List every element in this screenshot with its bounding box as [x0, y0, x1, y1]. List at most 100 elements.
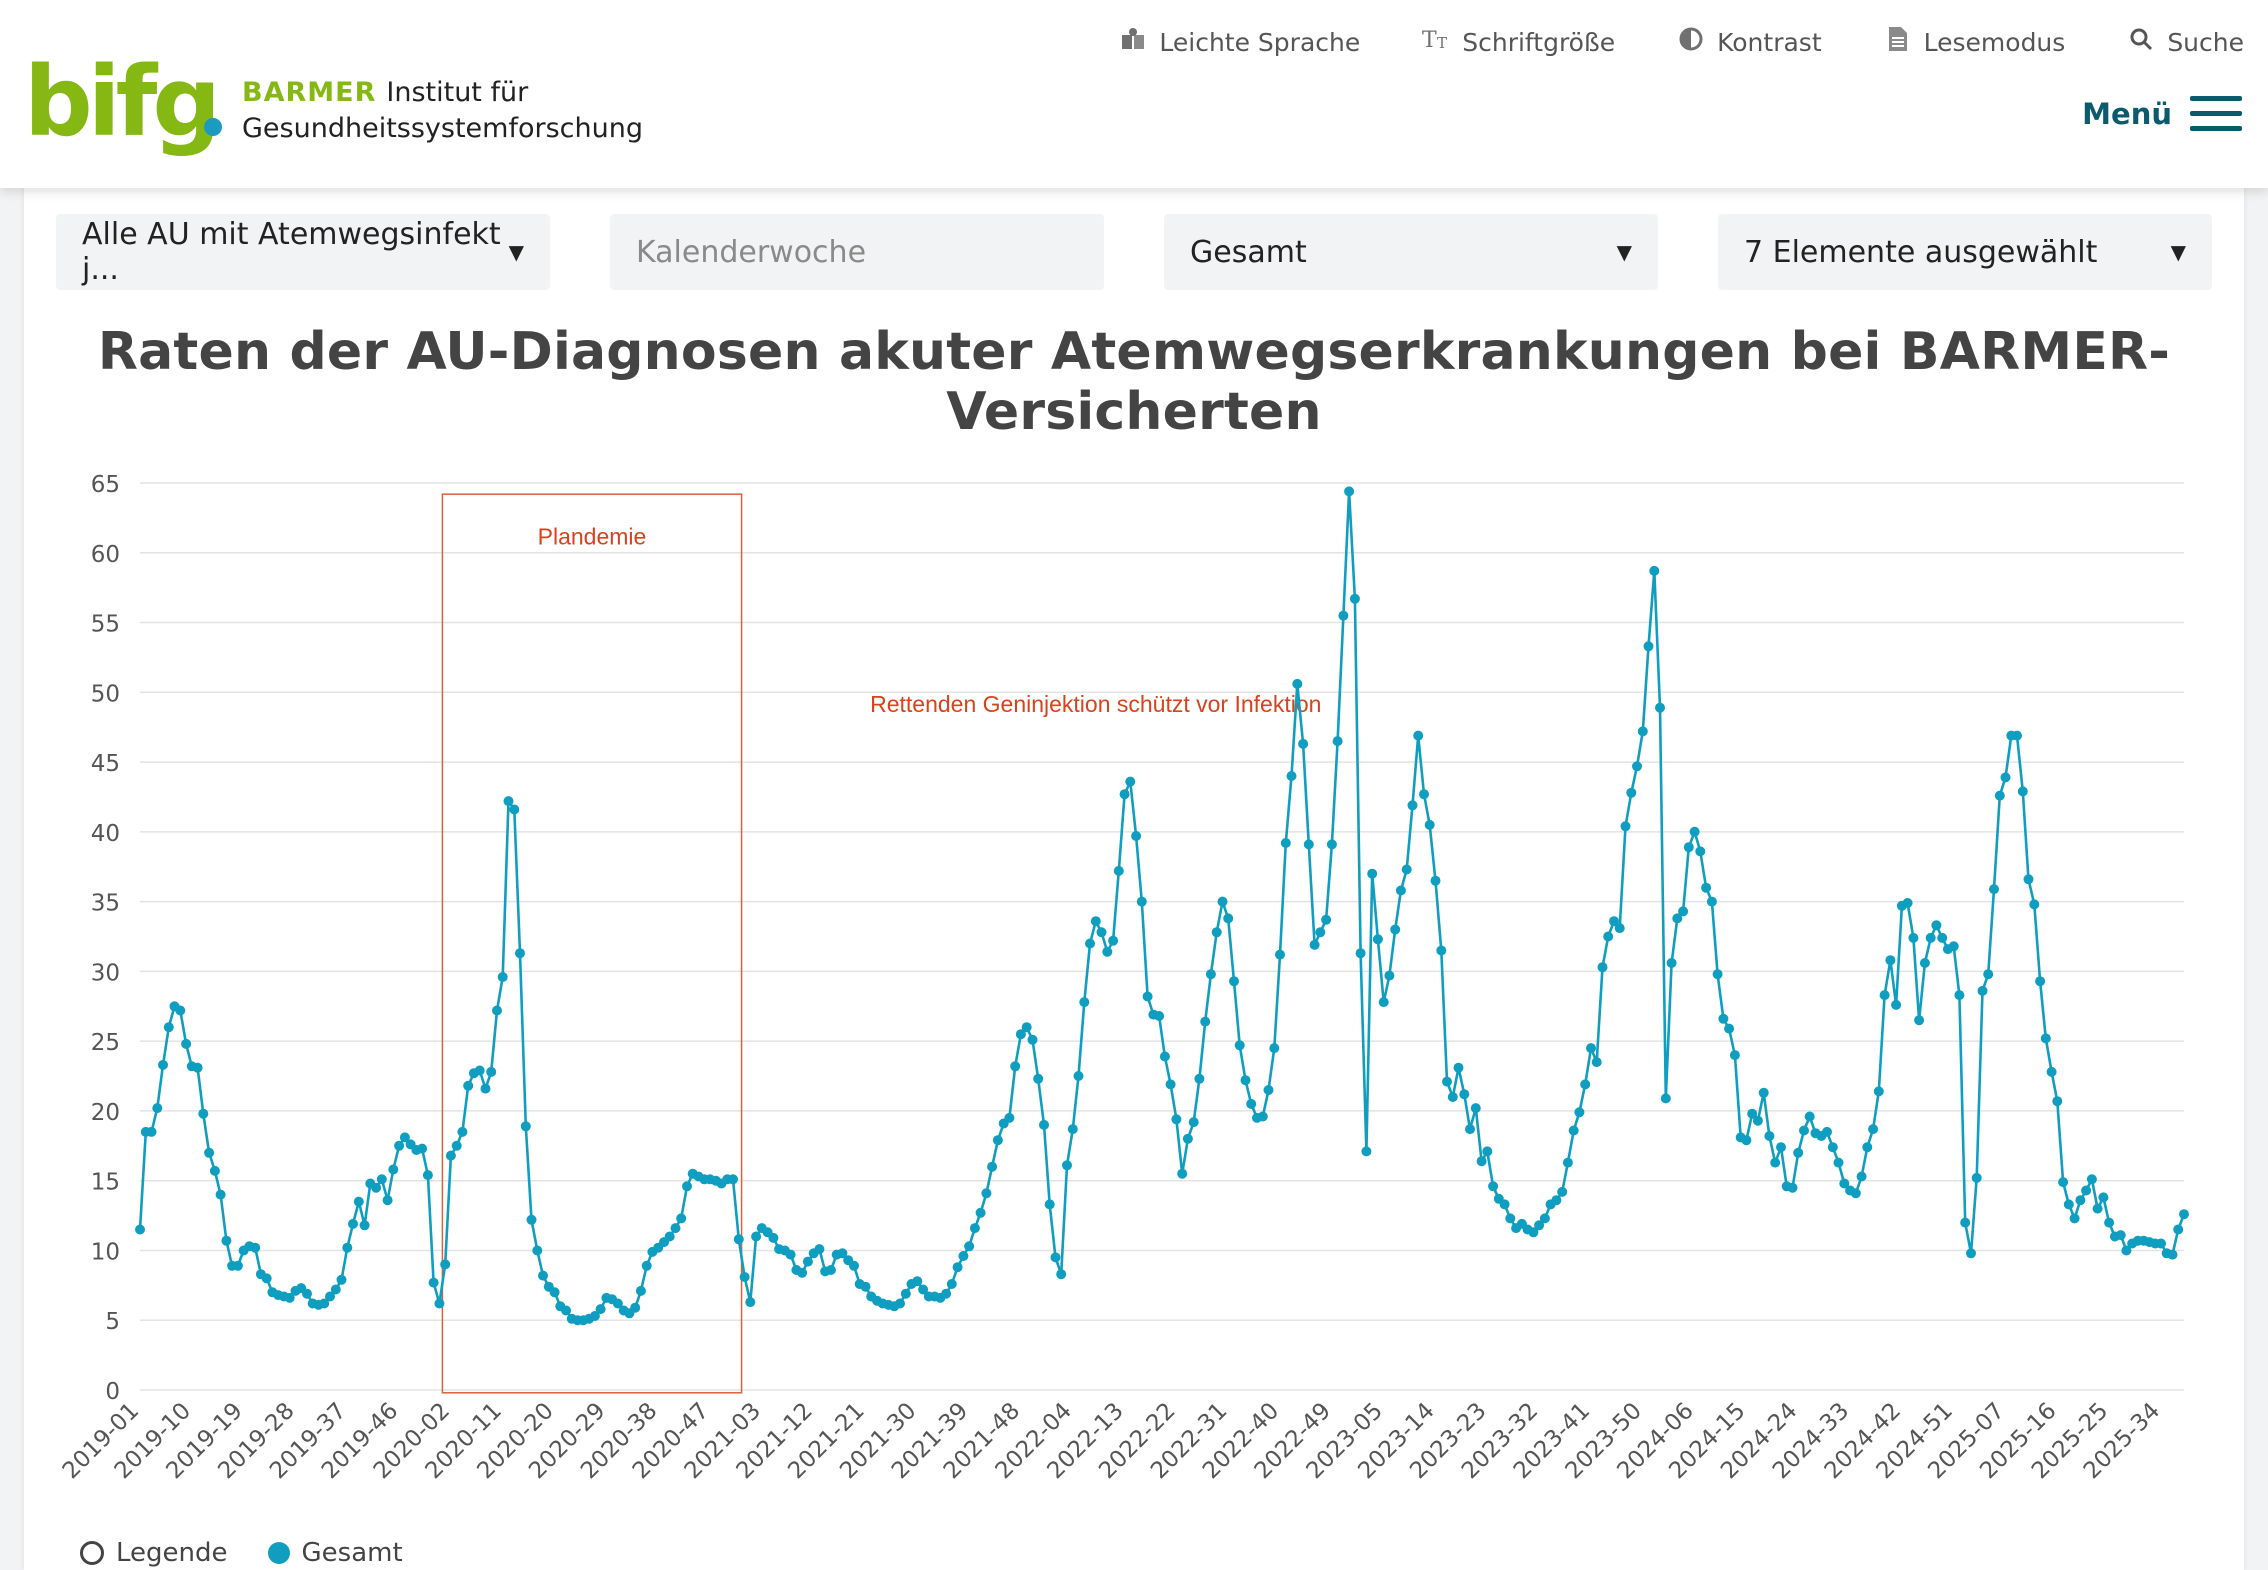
- data-point: [302, 1288, 312, 1299]
- data-point: [2052, 1096, 2063, 1107]
- data-point: [232, 1260, 243, 1271]
- data-point: [589, 1311, 600, 1321]
- nav-lesemodus[interactable]: Lesemodus: [1884, 26, 2065, 58]
- data-point: [1482, 1146, 1493, 1157]
- data-point: [538, 1270, 548, 1281]
- brand-institute: Institut für: [386, 77, 529, 108]
- data-point: [1499, 1199, 1510, 1210]
- data-point: [1079, 997, 1090, 1008]
- data-point: [785, 1249, 796, 1260]
- data-point: [549, 1287, 560, 1298]
- data-point: [595, 1304, 606, 1315]
- data-point: [376, 1174, 387, 1185]
- data-point: [1776, 1142, 1786, 1153]
- data-point: [1390, 924, 1401, 935]
- data-point: [1154, 1011, 1165, 1021]
- brand-name: BARMER Institut für: [242, 76, 528, 110]
- data-point: [1758, 1087, 1769, 1098]
- filter-calendar-week-input[interactable]: Kalenderwoche: [610, 214, 1104, 290]
- data-point: [135, 1224, 145, 1235]
- data-point: [1683, 842, 1694, 853]
- y-tick-label: 55: [91, 612, 120, 638]
- filter-bar: Alle AU mit Atemwegsinfekt j... ▼ Kalend…: [24, 170, 2244, 290]
- y-tick-label: 60: [91, 542, 120, 568]
- data-point: [457, 1126, 468, 1137]
- data-point: [1879, 990, 1890, 1001]
- data-point: [1229, 976, 1239, 987]
- data-point: [1142, 991, 1153, 1002]
- caret-down-icon: ▼: [2170, 240, 2186, 264]
- data-point: [1983, 969, 1994, 980]
- data-point: [1528, 1227, 1539, 1238]
- data-point: [1937, 932, 1948, 943]
- legend-series-gesamt[interactable]: Gesamt: [267, 1538, 403, 1568]
- data-point: [1614, 923, 1625, 934]
- data-point: [612, 1298, 623, 1309]
- data-point: [969, 1223, 980, 1234]
- data-point: [1056, 1269, 1067, 1280]
- data-point: [1574, 1107, 1585, 1118]
- y-tick-label: 5: [105, 1309, 120, 1335]
- y-tick-label: 15: [91, 1170, 120, 1196]
- nav-suche[interactable]: Suche: [2127, 27, 2244, 57]
- data-point: [1793, 1147, 1804, 1158]
- data-point: [1419, 789, 1429, 800]
- y-tick-label: 65: [91, 472, 120, 498]
- data-point: [1424, 819, 1435, 830]
- data-point: [2115, 1230, 2126, 1241]
- data-point: [1597, 962, 1608, 973]
- data-point: [1010, 1061, 1021, 1072]
- filter-diagnosis-value: Alle AU mit Atemwegsinfekt j...: [82, 217, 501, 287]
- data-point: [434, 1298, 445, 1309]
- filter-elements-select[interactable]: 7 Elemente ausgewählt ▼: [1718, 214, 2212, 290]
- data-point: [1804, 1111, 1815, 1122]
- data-point: [163, 1022, 174, 1033]
- data-point: [1822, 1126, 1832, 1137]
- data-point: [1338, 610, 1349, 621]
- data-point: [1994, 790, 2005, 801]
- data-point: [1286, 771, 1297, 781]
- data-point: [2063, 1199, 2074, 1210]
- menu-button[interactable]: Menü: [2082, 92, 2242, 136]
- data-point: [2086, 1174, 2097, 1185]
- data-point: [382, 1195, 393, 1206]
- data-point: [348, 1218, 358, 1229]
- data-point: [1182, 1133, 1193, 1144]
- legend-marker: [267, 1542, 290, 1564]
- data-point: [2173, 1224, 2184, 1235]
- y-tick-label: 20: [91, 1100, 120, 1126]
- data-point: [1989, 884, 1999, 895]
- data-point: [1073, 1071, 1084, 1081]
- y-tick-label: 50: [91, 681, 120, 707]
- data-point: [641, 1260, 652, 1271]
- data-point: [1021, 1022, 1032, 1033]
- filter-diagnosis-select[interactable]: Alle AU mit Atemwegsinfekt j... ▼: [56, 214, 550, 290]
- data-point: [1171, 1114, 1182, 1125]
- data-point: [1643, 641, 1654, 652]
- legend-info[interactable]: Legende: [80, 1538, 228, 1568]
- data-point: [1442, 1076, 1452, 1087]
- data-point: [1885, 955, 1896, 966]
- data-point: [825, 1265, 836, 1275]
- data-point: [417, 1143, 428, 1154]
- data-point: [371, 1182, 382, 1193]
- data-point: [860, 1281, 871, 1292]
- filter-group-select[interactable]: Gesamt ▼: [1164, 214, 1658, 290]
- data-point: [209, 1165, 220, 1176]
- y-tick-label: 10: [91, 1239, 120, 1265]
- data-point: [733, 1234, 744, 1245]
- nav-kontrast[interactable]: Kontrast: [1677, 26, 1822, 58]
- nav-leichte-sprache[interactable]: Leichte Sprache: [1119, 27, 1360, 57]
- data-point: [1136, 896, 1147, 907]
- data-point: [1298, 738, 1309, 749]
- data-point: [1752, 1115, 1763, 1126]
- data-point: [1568, 1125, 1579, 1136]
- bifg-logo[interactable]: bifg: [24, 46, 221, 158]
- data-point: [1125, 776, 1136, 787]
- data-point: [952, 1262, 963, 1273]
- data-point: [1465, 1124, 1475, 1135]
- data-point: [1211, 927, 1222, 938]
- y-tick-label: 40: [91, 821, 120, 847]
